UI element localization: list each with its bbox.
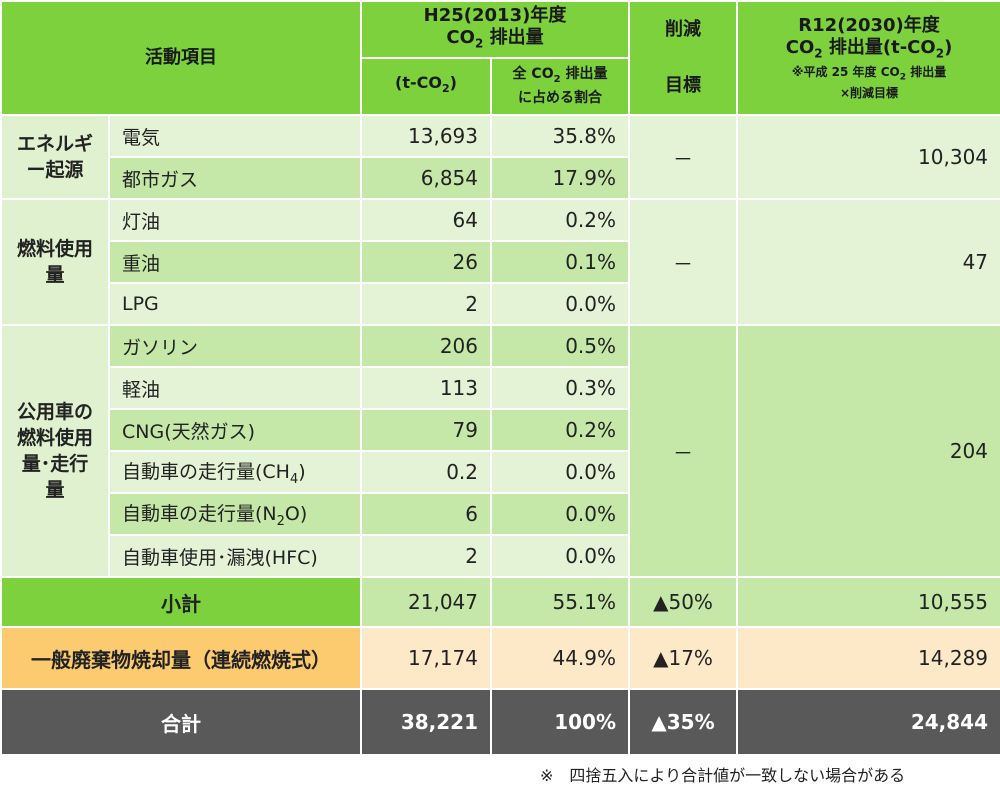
header-r12: R12(2030)年度 CO2 排出量(t-CO2) ※平成 25 年度 CO2… bbox=[736, 0, 1000, 116]
row-label: 電気 bbox=[108, 114, 362, 158]
group-fuel-reduction: － bbox=[628, 198, 739, 326]
row-label: LPG bbox=[108, 282, 362, 326]
subtotal-r12: 10,555 bbox=[736, 576, 1000, 628]
total-label: 合計 bbox=[0, 688, 362, 756]
row-share: 0.5% bbox=[489, 324, 631, 368]
group-vehicle-reduction: － bbox=[628, 324, 739, 578]
row-share: 17.9% bbox=[489, 156, 631, 200]
header-h25: H25(2013)年度 CO2 排出量 bbox=[359, 0, 631, 59]
row-h25: 2 bbox=[360, 534, 492, 578]
row-label: 都市ガス bbox=[108, 156, 362, 200]
total-h25: 38,221 bbox=[360, 688, 492, 756]
total-reduction: ▲35% bbox=[628, 688, 739, 756]
row-share: 35.8% bbox=[489, 114, 631, 158]
general-waste-reduction: ▲17% bbox=[628, 626, 739, 690]
row-share: 0.0% bbox=[489, 492, 631, 536]
row-h25: 26 bbox=[360, 240, 492, 284]
subtotal-h25: 21,047 bbox=[360, 576, 492, 628]
total-r12: 24,844 bbox=[736, 688, 1000, 756]
group-energy-r12: 10,304 bbox=[736, 114, 1000, 200]
row-h25: 206 bbox=[360, 324, 492, 368]
emissions-table: 活動項目 H25(2013)年度 CO2 排出量 削減 目標 R12(2030)年… bbox=[0, 0, 1000, 756]
subtotal-share: 55.1% bbox=[489, 576, 631, 628]
row-label: 自動車の走行量(N2O) bbox=[108, 492, 362, 536]
row-h25: 79 bbox=[360, 408, 492, 452]
row-label: 重油 bbox=[108, 240, 362, 284]
row-h25: 0.2 bbox=[360, 450, 492, 494]
row-label: ガソリン bbox=[108, 324, 362, 368]
group-energy: エネルギー起源 bbox=[0, 114, 110, 200]
general-waste-label: 一般廃棄物焼却量（連続燃焼式） bbox=[0, 626, 362, 690]
row-share: 0.3% bbox=[489, 366, 631, 410]
footnote: ※ 四捨五入により合計値が一致しない場合がある bbox=[540, 766, 906, 785]
general-waste-h25: 17,174 bbox=[360, 626, 492, 690]
group-energy-reduction: － bbox=[628, 114, 739, 200]
row-share: 0.0% bbox=[489, 534, 631, 578]
row-h25: 113 bbox=[360, 366, 492, 410]
total-share: 100% bbox=[489, 688, 631, 756]
header-activity: 活動項目 bbox=[0, 0, 362, 116]
row-share: 0.0% bbox=[489, 282, 631, 326]
row-label: 自動車の走行量(CH4) bbox=[108, 450, 362, 494]
row-label: 軽油 bbox=[108, 366, 362, 410]
subtotal-reduction: ▲50% bbox=[628, 576, 739, 628]
group-fuel: 燃料使用量 bbox=[0, 198, 110, 326]
subtotal-label: 小計 bbox=[0, 576, 362, 628]
header-r12-note: ※平成 25 年度 CO2 排出量 bbox=[791, 65, 947, 83]
row-share: 0.1% bbox=[489, 240, 631, 284]
row-label: 自動車使用･漏洩(HFC) bbox=[108, 534, 362, 578]
row-h25: 64 bbox=[360, 198, 492, 242]
header-h25-unit: (t-CO2) bbox=[360, 57, 492, 116]
row-h25: 2 bbox=[360, 282, 492, 326]
row-share: 0.2% bbox=[489, 198, 631, 242]
row-h25: 13,693 bbox=[360, 114, 492, 158]
row-label: 灯油 bbox=[108, 198, 362, 242]
row-h25: 6 bbox=[360, 492, 492, 536]
row-share: 0.2% bbox=[489, 408, 631, 452]
header-reduction: 削減 目標 bbox=[628, 0, 739, 116]
group-fuel-r12: 47 bbox=[736, 198, 1000, 326]
group-vehicle-r12: 204 bbox=[736, 324, 1000, 578]
row-label: CNG(天然ガス) bbox=[108, 408, 362, 452]
group-vehicle: 公用車の燃料使用量･走行量 bbox=[0, 324, 110, 578]
row-h25: 6,854 bbox=[360, 156, 492, 200]
row-share: 0.0% bbox=[489, 450, 631, 494]
general-waste-r12: 14,289 bbox=[736, 626, 1000, 690]
general-waste-share: 44.9% bbox=[489, 626, 631, 690]
header-share: 全 CO2 排出量 に占める割合 bbox=[489, 57, 631, 116]
